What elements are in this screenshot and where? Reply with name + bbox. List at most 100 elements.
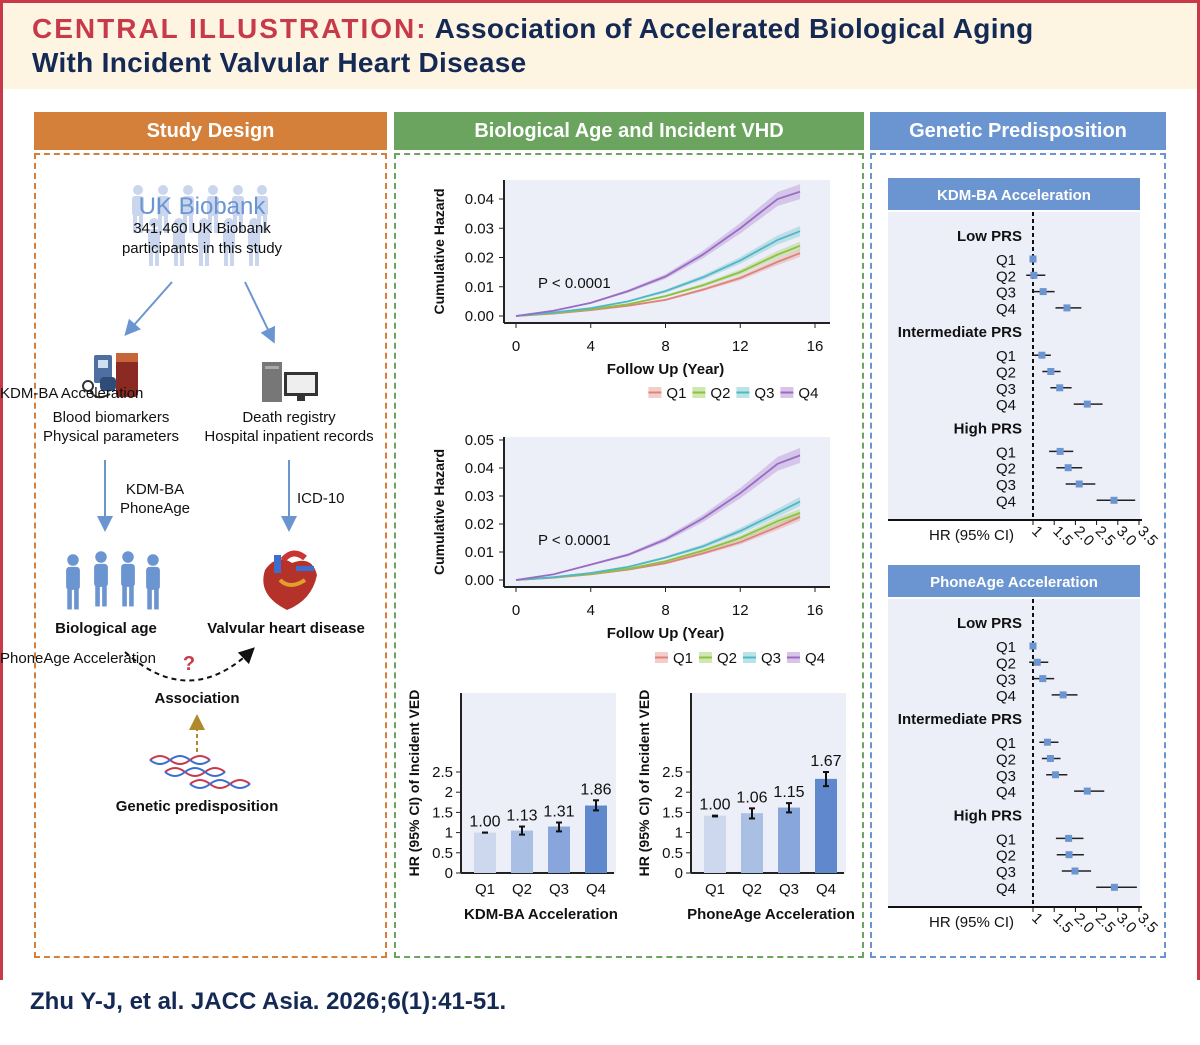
- legend-label: Q1: [673, 650, 693, 667]
- row-label: Q4: [996, 784, 1016, 801]
- person-figure: [180, 248, 184, 266]
- legend-label: Q2: [717, 650, 737, 667]
- hr-point: [1110, 883, 1118, 891]
- x-tick-label: Q3: [549, 881, 569, 898]
- group-label: Low PRS: [957, 228, 1022, 245]
- forest-title: PhoneAge Acceleration: [930, 574, 1098, 591]
- title-lead: CENTRAL ILLUSTRATION:: [32, 13, 428, 44]
- x-tick-label: 3.5: [1134, 523, 1161, 550]
- series-line-Q3: [515, 500, 801, 581]
- person-figure: [102, 585, 107, 607]
- x-tick-label: 4: [587, 602, 595, 619]
- person-figure: [239, 215, 243, 233]
- person-figure: [248, 229, 260, 249]
- person-figure: [230, 248, 234, 266]
- y-tick-label: 0.02: [465, 516, 494, 533]
- x-tick-label: 8: [661, 602, 669, 619]
- hr-point: [1065, 834, 1073, 842]
- plot-background: [888, 212, 1140, 520]
- person-figure: [199, 248, 203, 266]
- row-label: Q3: [996, 768, 1016, 785]
- person-figure: [182, 196, 194, 216]
- person-figure: [174, 248, 178, 266]
- bar-Q4: [585, 805, 607, 873]
- person-figure: [198, 229, 210, 249]
- forest-title: KDM-BA Acceleration: [937, 187, 1091, 204]
- blood-tube-icon: [116, 353, 138, 397]
- arrow: [124, 281, 173, 336]
- row-label: Q2: [996, 461, 1016, 478]
- person-figure: [173, 229, 185, 249]
- row-label: Q4: [996, 880, 1016, 897]
- bar-Q1: [704, 815, 726, 873]
- person-figure: [132, 196, 144, 216]
- hr-point: [1071, 867, 1079, 875]
- hr-point: [1039, 675, 1047, 683]
- x-tick-label: Q4: [586, 881, 606, 898]
- group-label: Intermediate PRS: [898, 711, 1022, 728]
- bar-Q2: [511, 830, 533, 873]
- y-tick-label: 0.00: [465, 308, 494, 325]
- legend-title: PhoneAge Acceleration: [0, 650, 156, 667]
- person-figure: [233, 215, 237, 233]
- row-label: Q1: [996, 735, 1016, 752]
- hr-point: [1043, 738, 1051, 746]
- person-figure: [183, 215, 187, 233]
- genetic-panel: [870, 153, 1166, 958]
- person-figure: [214, 215, 218, 233]
- person-figure: [147, 588, 152, 610]
- x-tick-label: Q1: [475, 881, 495, 898]
- person-figure: [67, 588, 72, 610]
- x-tick-label: Q1: [705, 881, 725, 898]
- person-figure: [155, 248, 159, 266]
- person-figure: [255, 248, 259, 266]
- person-figure: [158, 185, 168, 195]
- person-figure: [66, 566, 80, 590]
- title-band: [3, 3, 1197, 89]
- data-label: 1.31: [543, 804, 574, 821]
- person-figure: [224, 218, 234, 228]
- arrow: [244, 281, 275, 344]
- data-label: 1.00: [699, 797, 730, 814]
- row-label: Q3: [996, 864, 1016, 881]
- x-tick-label: 16: [807, 338, 824, 355]
- hr-point: [1065, 851, 1073, 859]
- y-tick-label: 0.01: [465, 544, 494, 561]
- biological-age-label: Biological age: [55, 620, 157, 637]
- p-value-annotation: P < 0.0001: [538, 275, 611, 292]
- x-axis-label: Follow Up (Year): [607, 361, 725, 378]
- plot-background: [888, 599, 1140, 907]
- person-figure: [257, 215, 261, 233]
- person-figure: [249, 248, 253, 266]
- method-line2: PhoneAge: [119, 500, 191, 517]
- person-figure: [208, 215, 212, 233]
- heart-icon: [263, 550, 317, 610]
- panel-header-study-design: Study Design: [34, 112, 387, 150]
- hr-point: [1083, 787, 1091, 795]
- person-figure: [74, 588, 79, 610]
- hr-point: [1047, 368, 1055, 375]
- x-tick-label: 12: [732, 602, 749, 619]
- panel-header-biological-age: Biological Age and Incident VHD: [394, 112, 864, 150]
- vhd-label: Valvular heart disease: [207, 620, 365, 637]
- row-label: Q1: [996, 444, 1016, 461]
- x-tick-label: 0: [512, 602, 520, 619]
- row-label: Q1: [996, 831, 1016, 848]
- person-figure: [208, 185, 218, 195]
- y-tick-label: 1.5: [432, 804, 453, 821]
- person-figure: [158, 215, 162, 233]
- x-tick-label: 16: [807, 602, 824, 619]
- row-label: Q4: [996, 493, 1016, 510]
- x-tick-label: 1: [1028, 910, 1046, 928]
- person-figure: [263, 215, 267, 233]
- right-line1: Death registry: [242, 409, 336, 426]
- series-line-Q4: [515, 454, 801, 581]
- x-axis-label: PhoneAge Acceleration: [687, 906, 855, 923]
- icd-label: ICD-10: [297, 490, 345, 507]
- person-figure: [224, 248, 228, 266]
- legend-label: Q4: [798, 385, 818, 402]
- y-tick-label: 2.5: [432, 764, 453, 781]
- data-label: 1.67: [810, 753, 841, 770]
- y-tick-label: 0.01: [465, 279, 494, 296]
- y-tick-label: 1: [675, 825, 683, 842]
